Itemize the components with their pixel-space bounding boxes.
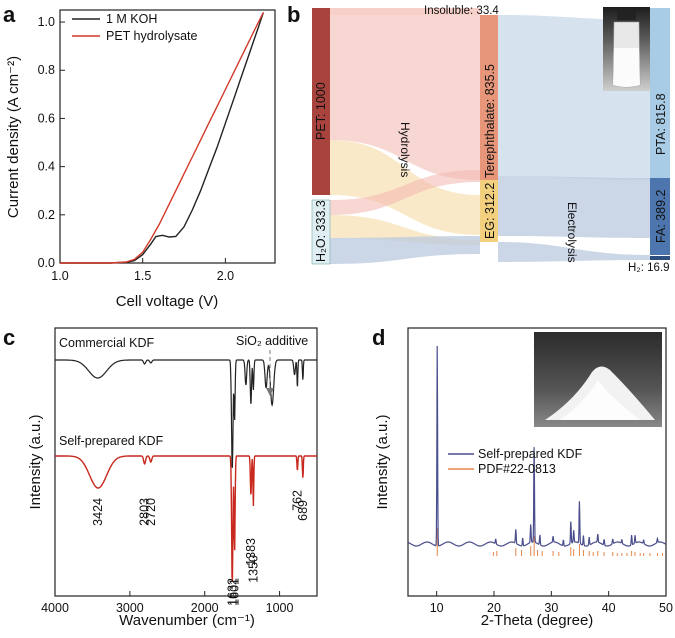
flow-to-h2	[498, 242, 650, 262]
node-pet	[312, 8, 330, 195]
node-pet-label: PET: 1000	[314, 82, 328, 140]
chart-d-xtick-label: 20	[487, 601, 501, 615]
chart-c-frame	[54, 327, 318, 597]
chart-a-ytick-label: 0.8	[38, 63, 55, 77]
chart-d-xtick-label: 10	[430, 601, 444, 615]
chart-d-xtick-label: 50	[659, 601, 673, 615]
chart-a-ytick-label: 1.0	[38, 15, 55, 29]
chart-b-sankey: PET: 1000 H₂O: 333.3 Terephthalate: 835.…	[311, 5, 670, 274]
peak-label: 3424	[91, 498, 105, 526]
node-pta	[650, 8, 670, 178]
annotation-sio2-additive: SiO₂ additive	[236, 334, 308, 348]
node-h2o	[311, 199, 331, 265]
chart-a-legend: 1 M KOH PET hydrolysate	[72, 12, 198, 43]
label-hydrolysis: Hydrolysis	[398, 122, 412, 177]
node-eg-label: EG: 312.2	[483, 183, 497, 239]
chart-d-xtick-label: 40	[602, 601, 616, 615]
chart-c-xlabel: Wavenumber (cm⁻¹)	[119, 612, 255, 629]
chart-d: 10 20 30 40 50 Self-prepared KDF PDF#22-0813…	[374, 327, 673, 629]
peak-label: 2720	[144, 498, 158, 526]
peak-label: 1601	[228, 578, 242, 606]
photo-kdf-powder	[534, 332, 662, 427]
label-electrolysis: Electrolysis	[565, 202, 579, 263]
chart-d-xtick-label: 30	[544, 601, 558, 615]
peak-label: 762	[290, 490, 304, 511]
chart-c-xtick-label: 4000	[41, 601, 69, 615]
panel-letter-d: d	[372, 325, 385, 350]
node-terephthalate	[480, 15, 498, 180]
chart-a-ytick-label: 0.4	[38, 160, 55, 174]
panel-letter-b: b	[287, 2, 300, 27]
ftir-self-prepared-line	[55, 455, 317, 581]
chart-c-xtick-label: 2000	[191, 601, 219, 615]
chart-c-xtick-label: 3000	[116, 601, 144, 615]
label-insoluble: Insoluble: 33.4	[424, 5, 499, 17]
chart-a: 1.0 1.5 2.0 0.0 0.2 0.4 0.6 0.8 1.0 Cell voltag…	[5, 9, 276, 310]
legend-a-pet: PET hydrolysate	[106, 29, 198, 43]
label-self-prepared-kdf: Self-prepared KDF	[59, 434, 164, 448]
panel-letter-c: c	[3, 325, 15, 350]
node-pta-label: PTA: 815.8	[654, 93, 668, 155]
chart-a-ytick-label: 0.0	[38, 256, 55, 270]
chart-a-xlabel: Cell voltage (V)	[116, 293, 219, 310]
chart-a-xtick-label: 1.0	[51, 269, 68, 283]
legend-d-self: Self-prepared KDF	[478, 447, 583, 461]
flow-pet-insoluble	[330, 8, 480, 15]
series-koh-line	[60, 12, 265, 264]
ftir-commercial-line	[55, 359, 317, 468]
chart-a-ylabel: Current density (A cm⁻²)	[5, 56, 22, 218]
series-pet-hydrolysate-line	[60, 12, 265, 264]
chart-c-xtick-label: 1000	[266, 601, 294, 615]
node-fa	[650, 178, 670, 255]
peak-label: 689	[296, 500, 310, 521]
flow-h2o-terephthalate	[330, 170, 480, 215]
peak-label: 1383	[244, 538, 258, 566]
node-terephthalate-label: Terephthalate: 835.5	[483, 64, 497, 178]
annotation-sio2-arrowhead	[266, 388, 274, 396]
peak-label: 2803	[138, 498, 152, 526]
flow-h2o-electrolysis	[330, 236, 480, 264]
chart-c: 4000 3000 2000 1000 Commercial KDF Self-pre…	[27, 327, 318, 629]
chart-d-ylabel: Intensity (a.u.)	[374, 414, 391, 509]
node-fa-label: FA: 389.2	[654, 189, 668, 243]
flow-eg-fa	[498, 176, 650, 238]
label-h2: H₂: 16.9	[628, 262, 670, 274]
chart-a-xtick-label: 2.0	[217, 269, 234, 283]
chart-d-frame	[407, 327, 667, 597]
xrd-self-prepared-line	[407, 345, 667, 547]
flow-pet-terephthalate	[330, 15, 480, 180]
chart-a-frame	[59, 9, 276, 264]
node-h2	[650, 256, 670, 260]
legend-d-pdf: PDF#22-0813	[478, 462, 556, 476]
chart-a-xtick-label: 1.5	[134, 269, 151, 283]
label-commercial-kdf: Commercial KDF	[59, 336, 155, 350]
photo-pta-vial	[603, 7, 650, 91]
node-eg	[480, 180, 498, 242]
chart-d-xlabel: 2-Theta (degree)	[481, 612, 594, 629]
chart-d-legend: Self-prepared KDF PDF#22-0813	[448, 447, 583, 476]
peak-label: 1350	[246, 555, 260, 583]
peak-label: 1632	[225, 578, 239, 606]
node-h2o-label: H₂O: 333.3	[314, 200, 328, 262]
chart-a-ytick-label: 0.2	[38, 208, 55, 222]
chart-c-ylabel: Intensity (a.u.)	[27, 414, 44, 509]
chart-a-ytick-label: 0.6	[38, 111, 55, 125]
legend-a-koh: 1 M KOH	[106, 12, 157, 26]
panel-letter-a: a	[3, 2, 16, 27]
